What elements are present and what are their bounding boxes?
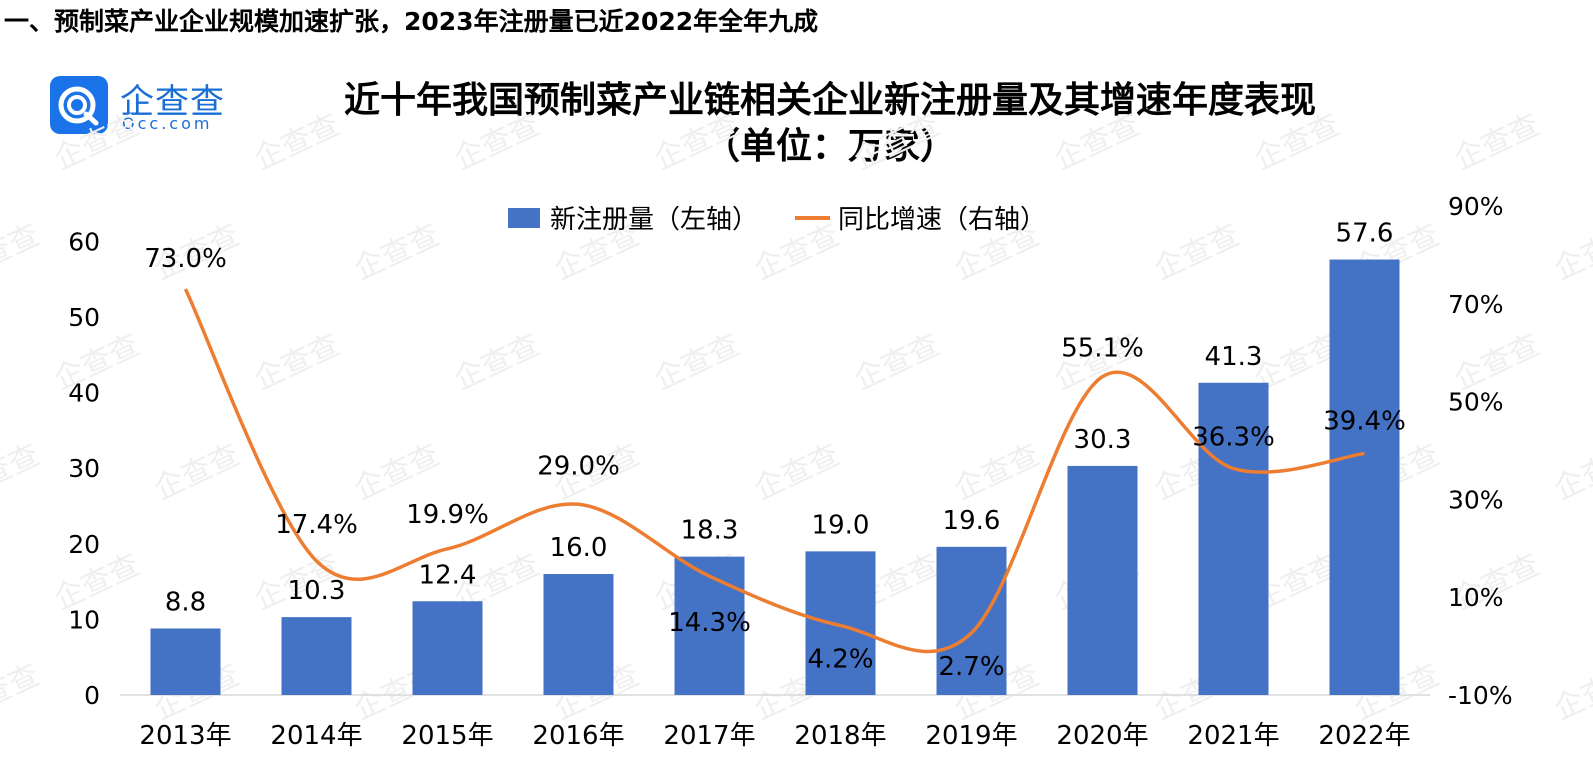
bar-2021年 xyxy=(1198,382,1269,695)
watermark-text: 企查查 xyxy=(349,437,445,507)
y-right-tick-label: 90% xyxy=(1448,192,1504,221)
bar-2020年 xyxy=(1067,465,1138,695)
line-value-label: 36.3% xyxy=(1192,423,1275,453)
bar-2022年 xyxy=(1329,259,1400,695)
legend-bar-swatch xyxy=(508,208,540,228)
legend: 新注册量（左轴） 同比增速（右轴） xyxy=(508,205,1046,235)
y-right-tick-label: 10% xyxy=(1448,583,1504,612)
watermark-text: 企查查 xyxy=(649,327,745,397)
bar-2014年 xyxy=(281,617,352,695)
y-left-tick-label: 30 xyxy=(68,454,100,483)
line-value-label: 55.1% xyxy=(1061,334,1144,364)
line-value-label: 17.4% xyxy=(275,510,358,540)
watermark-text: 企查查 xyxy=(849,107,945,177)
chart-subtitle: （单位：万家） xyxy=(703,126,956,167)
chart-title-block: 近十年我国预制菜产业链相关企业新注册量及其增速年度表现 （单位：万家） xyxy=(280,78,1380,170)
bars-layer xyxy=(150,259,1400,695)
watermark-text: 企查查 xyxy=(749,437,845,507)
bar-2016年 xyxy=(543,574,614,695)
watermark-text: 企查查 xyxy=(949,437,1045,507)
bar-value-label: 41.3 xyxy=(1205,342,1263,372)
y-left-tick-label: 20 xyxy=(68,530,100,559)
bar-value-label: 19.0 xyxy=(812,510,870,540)
bar-value-label: 10.3 xyxy=(288,576,346,606)
watermark-text: 企查查 xyxy=(1249,107,1345,177)
bar-2019年 xyxy=(936,546,1007,695)
legend-line-label: 同比增速（右轴） xyxy=(838,205,1046,235)
watermark-text: 企查查 xyxy=(1449,107,1545,177)
bar-value-label: 30.3 xyxy=(1074,425,1132,455)
watermark-text: 企查查 xyxy=(349,217,445,287)
line-value-label: 73.0% xyxy=(144,244,227,274)
watermark-text: 企查查 xyxy=(1049,107,1145,177)
bar-value-label: 19.6 xyxy=(943,506,1001,536)
bar-2013年 xyxy=(150,628,221,695)
bar-value-label: 8.8 xyxy=(165,587,206,617)
watermark-text: 企查查 xyxy=(0,657,45,727)
watermark-text: 企查查 xyxy=(1549,217,1593,287)
watermark-text: 企查查 xyxy=(0,437,45,507)
x-tick-label: 2017年 xyxy=(663,721,755,751)
x-tick-label: 2018年 xyxy=(794,721,886,751)
x-tick-label: 2015年 xyxy=(401,721,493,751)
x-tick-label: 2019年 xyxy=(925,721,1017,751)
chart-title: 近十年我国预制菜产业链相关企业新注册量及其增速年度表现 xyxy=(343,80,1316,121)
logo-name: 企查查 xyxy=(120,82,225,122)
y-left-tick-label: 60 xyxy=(68,227,100,256)
line-value-label: 19.9% xyxy=(406,500,489,530)
y-left-tick-label: 50 xyxy=(68,303,100,332)
x-tick-label: 2013年 xyxy=(139,721,231,751)
watermark-text: 企查查 xyxy=(449,327,545,397)
y-left-tick-label: 10 xyxy=(68,605,100,634)
bar-2018年 xyxy=(805,551,876,695)
x-tick-label: 2016年 xyxy=(532,721,624,751)
line-value-label: 39.4% xyxy=(1323,406,1406,436)
bar-value-label: 18.3 xyxy=(681,516,739,546)
qcc-logo-icon xyxy=(50,76,108,134)
qcc-logo: 企查查 Qcc.com xyxy=(50,76,250,138)
watermark-text: 企查查 xyxy=(849,327,945,397)
watermark-text: 企查查 xyxy=(1149,217,1245,287)
labels-layer: 8.8 10.3 12.4 16.0 18.3 19.0 19.6 30.3 41.3 57.6 7… xyxy=(144,219,1406,682)
line-value-label: 4.2% xyxy=(807,645,873,675)
watermark-text: 企查查 xyxy=(249,327,345,397)
y-right-tick-label: 30% xyxy=(1448,485,1504,514)
watermark-text: 企查查 xyxy=(1549,657,1593,727)
line-value-label: 2.7% xyxy=(938,652,1004,682)
watermark-text: 企查查 xyxy=(149,437,245,507)
section-heading: 一、预制菜产业企业规模加速扩张，2023年注册量已近2022年全年九成 xyxy=(4,7,819,36)
line-value-label: 14.3% xyxy=(668,608,751,638)
bar-value-label: 57.6 xyxy=(1336,219,1394,249)
logo-domain: Qcc.com xyxy=(122,114,213,133)
watermark-text: 企查查 xyxy=(1549,437,1593,507)
line-layer xyxy=(183,288,1365,654)
y-right-tick-label: -10% xyxy=(1448,681,1513,710)
x-tick-label: 2014年 xyxy=(270,721,362,751)
line-value-label: 29.0% xyxy=(537,451,620,481)
watermark-text: 企查查 xyxy=(649,107,745,177)
watermark-text: 企查查 xyxy=(49,107,145,177)
watermark-text: 企查查 xyxy=(249,107,345,177)
x-tick-label: 2022年 xyxy=(1318,721,1410,751)
watermark-text: 企查查 xyxy=(749,217,845,287)
y-left-tick-label: 0 xyxy=(84,681,100,710)
x-tick-label: 2020年 xyxy=(1056,721,1148,751)
bar-2015年 xyxy=(412,601,483,695)
bar-value-label: 16.0 xyxy=(550,533,608,563)
y-right-tick-label: 70% xyxy=(1448,290,1504,319)
legend-bar-label: 新注册量（左轴） xyxy=(550,205,758,235)
bar-2017年 xyxy=(674,556,745,695)
growth-line xyxy=(183,288,1365,654)
y-left-tick-label: 40 xyxy=(68,379,100,408)
y-right-tick-label: 50% xyxy=(1448,388,1504,417)
x-tick-label: 2021年 xyxy=(1187,721,1279,751)
watermark-text: 企查查 xyxy=(0,217,45,287)
watermark-text: 企查查 xyxy=(449,107,545,177)
bar-value-label: 12.4 xyxy=(419,560,477,590)
